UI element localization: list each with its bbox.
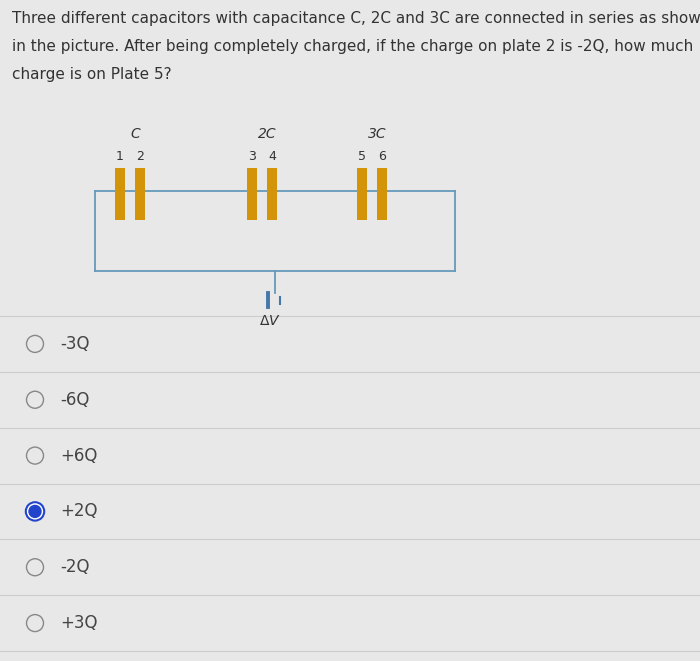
Bar [357, 168, 367, 219]
Circle shape [27, 447, 43, 464]
Text: 2: 2 [136, 149, 144, 163]
Bar [115, 168, 125, 219]
Circle shape [27, 559, 43, 576]
Bar [135, 168, 145, 219]
Text: 1: 1 [116, 149, 124, 163]
Text: in the picture. After being completely charged, if the charge on plate 2 is -2Q,: in the picture. After being completely c… [12, 39, 693, 54]
Circle shape [26, 502, 44, 521]
Circle shape [29, 506, 41, 518]
Text: charge is on Plate 5?: charge is on Plate 5? [12, 67, 172, 82]
Text: $\Delta V$: $\Delta V$ [259, 314, 281, 328]
Circle shape [27, 391, 43, 408]
Text: C: C [130, 127, 140, 141]
Text: 3C: 3C [368, 127, 386, 141]
Text: 5: 5 [358, 149, 366, 163]
Text: -6Q: -6Q [60, 391, 90, 408]
Text: +6Q: +6Q [60, 447, 97, 465]
Text: Three different capacitors with capacitance C, 2C and 3C are connected in series: Three different capacitors with capacita… [12, 11, 700, 26]
Circle shape [27, 335, 43, 352]
Text: 2C: 2C [258, 127, 277, 141]
Circle shape [27, 615, 43, 631]
Text: -2Q: -2Q [60, 559, 90, 576]
Bar [377, 168, 387, 219]
Bar [247, 168, 257, 219]
Text: 4: 4 [268, 149, 276, 163]
Text: -3Q: -3Q [60, 335, 90, 353]
Text: +2Q: +2Q [60, 502, 97, 520]
Text: 6: 6 [378, 149, 386, 163]
Bar [267, 168, 277, 219]
Text: +3Q: +3Q [60, 614, 97, 632]
Text: 3: 3 [248, 149, 256, 163]
